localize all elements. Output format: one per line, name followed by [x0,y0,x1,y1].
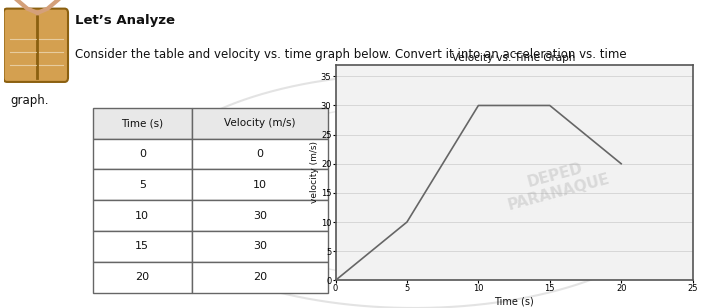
Bar [192,139,328,169]
Text: Velocity (m/s): Velocity (m/s) [224,118,296,128]
Text: 30: 30 [253,241,267,251]
Bar [93,108,192,139]
Text: DEPED: DEPED [378,144,451,164]
Bar [93,169,192,200]
FancyBboxPatch shape [4,9,68,82]
Text: Consider the table and velocity vs. time graph below. Convert it into an acceler: Consider the table and velocity vs. time… [75,48,627,61]
Text: 20: 20 [253,272,267,282]
Text: CITY OF PARANAQUE: CITY OF PARANAQUE [373,102,455,108]
Bar [93,262,192,293]
Text: 10: 10 [135,211,149,221]
Bar [192,262,328,293]
Bar [93,139,192,169]
Text: PARANAQUE: PARANAQUE [371,203,457,216]
Text: DEPED
PARANAQUE: DEPED PARANAQUE [502,154,612,213]
Text: 30: 30 [253,211,267,221]
Bar [93,200,192,231]
Text: 10: 10 [253,180,267,190]
Title: Velocity vs. Time Graph: Velocity vs. Time Graph [453,52,575,63]
X-axis label: Time (s): Time (s) [494,296,534,306]
Bar [192,108,328,139]
Text: 15: 15 [135,241,149,251]
Text: Let’s Analyze: Let’s Analyze [75,14,175,27]
Text: 0: 0 [139,149,146,159]
Text: 0: 0 [256,149,263,159]
Bar [93,231,192,262]
Bar [192,231,328,262]
Y-axis label: velocity (m/s): velocity (m/s) [311,141,319,204]
Text: 20: 20 [135,272,149,282]
Bar [192,169,328,200]
Text: Time (s): Time (s) [121,118,164,128]
Text: 5: 5 [139,180,146,190]
Bar [192,200,328,231]
Text: graph.: graph. [11,94,49,107]
